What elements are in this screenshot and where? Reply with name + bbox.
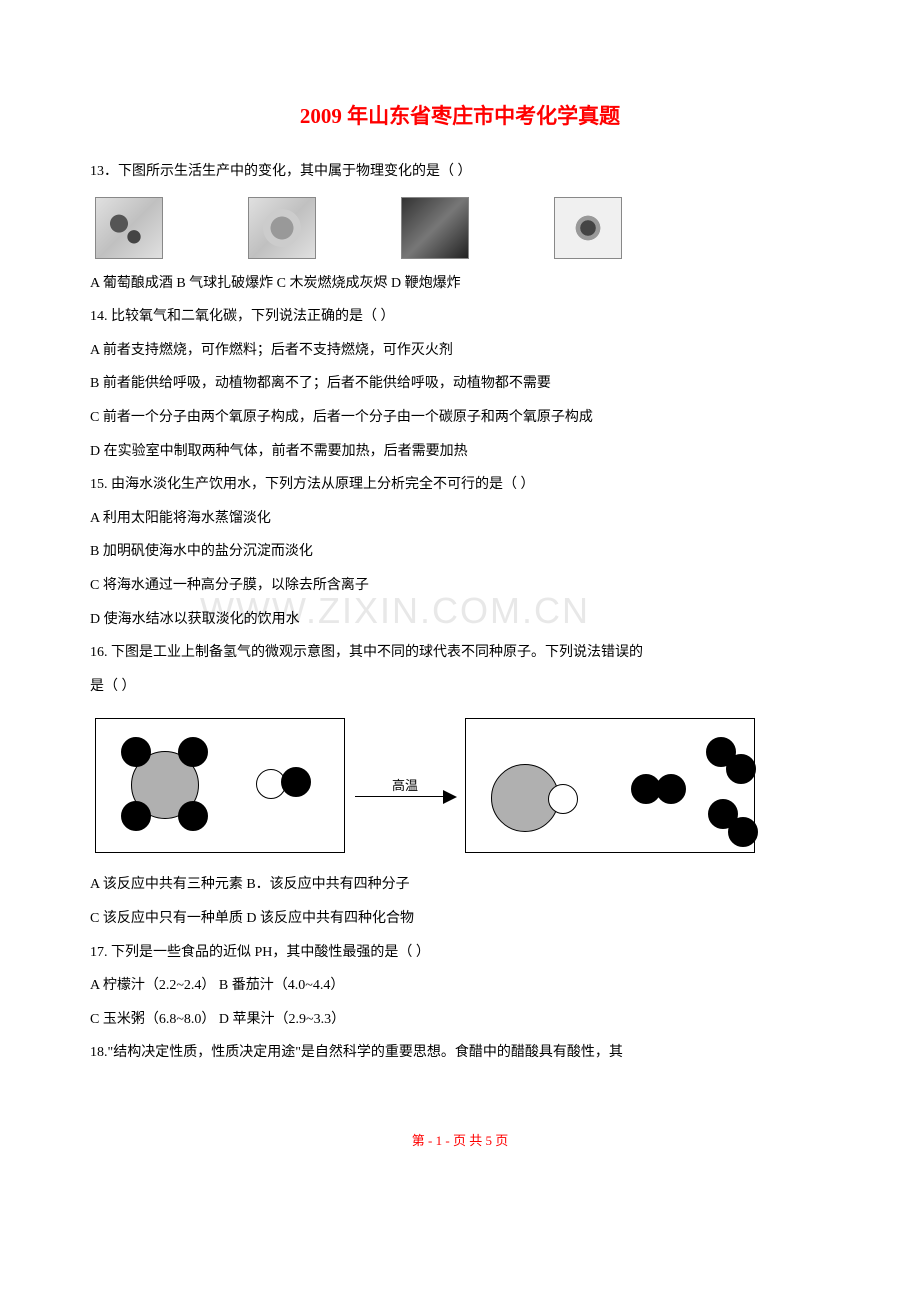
- q13-image-d: [554, 197, 622, 259]
- atom-small-black: [728, 817, 758, 847]
- page-footer: 第 - 1 - 页 共 5 页: [90, 1130, 830, 1149]
- q16-stem-1: 16. 下图是工业上制备氢气的微观示意图，其中不同的球代表不同种原子。下列说法错…: [90, 636, 830, 670]
- atom-small-black: [656, 774, 686, 804]
- q14-option-b: B 前者能供给呼吸，动植物都离不了；后者不能供给呼吸，动植物都不需要: [90, 367, 830, 401]
- q16-option-cd: C 该反应中只有一种单质 D 该反应中共有四种化合物: [90, 902, 830, 936]
- atom-small-black: [281, 767, 311, 797]
- q15-stem: 15. 由海水淡化生产饮用水，下列方法从原理上分析完全不可行的是（ ）: [90, 468, 830, 502]
- page-title: 2009 年山东省枣庄市中考化学真题: [90, 100, 830, 130]
- diagram-products-box: [465, 718, 755, 853]
- atom-small-black: [121, 801, 151, 831]
- diagram-reactants-box: [95, 718, 345, 853]
- q18-stem: 18."结构决定性质，性质决定用途"是自然科学的重要思想。食醋中的醋酸具有酸性，…: [90, 1036, 830, 1070]
- q14-stem: 14. 比较氧气和二氧化碳，下列说法正确的是（ ）: [90, 300, 830, 334]
- q13-images: [90, 197, 830, 259]
- q14-option-c: C 前者一个分子由两个氧原子构成，后者一个分子由一个碳原子和两个氧原子构成: [90, 401, 830, 435]
- q13-image-b: [248, 197, 316, 259]
- diagram-arrow: 高温: [345, 775, 465, 798]
- arrow-label: 高温: [392, 775, 418, 794]
- q13-stem: 13．下图所示生活生产中的变化，其中属于物理变化的是（ ）: [90, 155, 830, 189]
- atom-small-black: [726, 754, 756, 784]
- q13-options: A 葡萄酿成酒 B 气球扎破爆炸 C 木炭燃烧成灰烬 D 鞭炮爆炸: [90, 267, 830, 301]
- q17-option-cd: C 玉米粥（6.8~8.0） D 苹果汁（2.9~3.3）: [90, 1003, 830, 1037]
- q17-option-ab: A 柠檬汁（2.2~2.4） B 番茄汁（4.0~4.4）: [90, 969, 830, 1003]
- q13-image-c: [401, 197, 469, 259]
- q14-option-a: A 前者支持燃烧，可作燃料；后者不支持燃烧，可作灭火剂: [90, 334, 830, 368]
- document-content: 2009 年山东省枣庄市中考化学真题 13．下图所示生活生产中的变化，其中属于物…: [90, 100, 830, 1149]
- q16-diagram: 高温: [90, 718, 830, 853]
- atom-small-white: [548, 784, 578, 814]
- atom-small-black: [178, 801, 208, 831]
- q17-stem: 17. 下列是一些食品的近似 PH，其中酸性最强的是（ ）: [90, 936, 830, 970]
- atom-small-black: [178, 737, 208, 767]
- q15-option-c: C 将海水通过一种高分子膜，以除去所含离子: [90, 569, 830, 603]
- q15-option-a: A 利用太阳能将海水蒸馏淡化: [90, 502, 830, 536]
- q14-option-d: D 在实验室中制取两种气体，前者不需要加热，后者需要加热: [90, 435, 830, 469]
- q13-image-a: [95, 197, 163, 259]
- q16-option-ab: A 该反应中共有三种元素 B．该反应中共有四种分子: [90, 868, 830, 902]
- q15-option-b: B 加明矾使海水中的盐分沉淀而淡化: [90, 535, 830, 569]
- q16-stem-2: 是（ ）: [90, 670, 830, 704]
- arrow-line-icon: [355, 796, 455, 798]
- q15-option-d: D 使海水结冰以获取淡化的饮用水: [90, 603, 830, 637]
